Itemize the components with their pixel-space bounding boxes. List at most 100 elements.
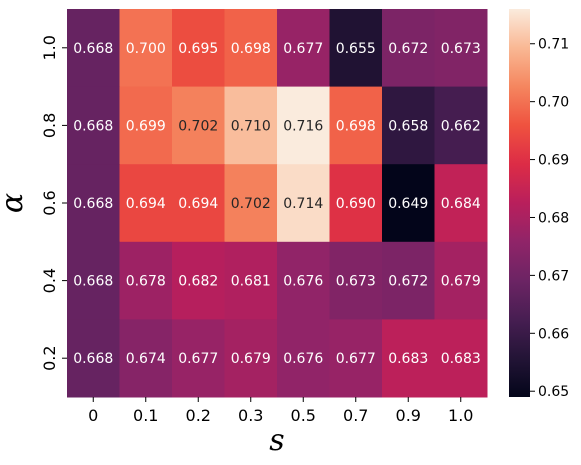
cell-value-label: 0.690	[336, 196, 376, 212]
heatmap-cell	[329, 86, 383, 165]
heatmap-cell	[382, 319, 435, 398]
cell-value-label: 0.695	[178, 41, 218, 57]
colorbar-tick-label: 0.66	[538, 326, 569, 342]
cell-value-label: 0.673	[336, 274, 376, 290]
cell-value-label: 0.668	[73, 196, 113, 212]
cell-value-label: 0.716	[283, 118, 323, 134]
heatmap-cells	[67, 9, 488, 398]
heatmap-cell	[277, 9, 330, 88]
heatmap-cell	[382, 241, 435, 320]
heatmap-cell	[329, 241, 383, 320]
colorbar	[509, 9, 530, 397]
heatmap-cell	[434, 9, 488, 88]
cell-value-label: 0.676	[283, 351, 323, 367]
heatmap-cell	[382, 86, 435, 165]
heatmap-cell	[382, 9, 435, 88]
heatmap-cell	[329, 319, 383, 398]
cell-value-label: 0.683	[441, 351, 481, 367]
cell-value-label: 0.662	[441, 118, 481, 134]
cell-value-label: 0.698	[336, 118, 376, 134]
heatmap-cell	[277, 241, 330, 320]
cell-value-label: 0.683	[388, 351, 428, 367]
heatmap-cell	[382, 164, 435, 243]
colorbar-tick-label: 0.68	[538, 210, 569, 226]
heatmap-cell	[277, 86, 330, 165]
heatmap-cell	[224, 9, 278, 88]
colorbar-tick-label: 0.71	[538, 37, 569, 53]
colorbar-ticks: 0.65 0.66 0.67 0.68 0.69 0.70 0.71	[530, 37, 569, 400]
cell-value-label: 0.714	[283, 196, 323, 212]
cell-value-label: 0.677	[336, 351, 376, 367]
heatmap-cell	[224, 164, 278, 243]
heatmap-cell	[329, 164, 383, 243]
y-tick-label: 0.2	[40, 345, 59, 370]
cell-value-label: 0.681	[231, 274, 271, 290]
cell-value-label: 0.679	[231, 351, 271, 367]
heatmap-cell	[172, 241, 225, 320]
cell-value-label: 0.672	[388, 41, 428, 57]
cell-value-label: 0.672	[388, 274, 428, 290]
y-tick-label: 0.6	[40, 190, 59, 215]
colorbar-tick-label: 0.70	[538, 95, 569, 111]
heatmap-cell	[119, 164, 173, 243]
x-tick-label: 1.0	[448, 406, 473, 425]
heatmap-cell	[172, 86, 225, 165]
heatmap-cell	[172, 319, 225, 398]
x-axis-ticks: 0 0.1 0.2 0.3 0.5 0.7 0.9 1.0	[88, 397, 473, 425]
cell-value-label: 0.699	[126, 118, 166, 134]
heatmap-cell	[67, 319, 120, 398]
cell-value-label: 0.694	[178, 196, 218, 212]
cell-value-label: 0.668	[73, 274, 113, 290]
y-tick-label: 1.0	[40, 35, 59, 60]
heatmap-cell	[224, 86, 278, 165]
cell-value-label: 0.677	[178, 351, 218, 367]
cell-value-label: 0.677	[283, 41, 323, 57]
cell-value-label: 0.702	[231, 196, 271, 212]
colorbar-tick-label: 0.65	[538, 384, 569, 400]
cell-value-label: 0.676	[283, 274, 323, 290]
cell-value-label: 0.668	[73, 41, 113, 57]
x-tick-label: 0.2	[186, 406, 211, 425]
heatmap-cell	[224, 319, 278, 398]
heatmap-cell	[172, 9, 225, 88]
colorbar-tick-label: 0.67	[538, 268, 569, 284]
heatmap-cell	[67, 164, 120, 243]
y-axis-ticks: 1.0 0.8 0.6 0.4 0.2	[40, 35, 67, 371]
cell-value-label: 0.702	[178, 118, 218, 134]
cell-value-label: 0.700	[126, 41, 166, 57]
cell-value-label: 0.694	[126, 196, 166, 212]
cell-value-label: 0.649	[388, 196, 428, 212]
cell-value-label: 0.674	[126, 351, 166, 367]
y-tick-label: 0.4	[40, 268, 59, 293]
cell-value-label: 0.658	[388, 118, 428, 134]
x-tick-label: 0.5	[291, 406, 316, 425]
heatmap-cell-labels: 0.668 0.700 0.695 0.698 0.677 0.655 0.672 0.673…	[73, 41, 481, 367]
x-tick-label: 0.3	[238, 406, 263, 425]
heatmap-cell	[67, 241, 120, 320]
heatmap-cell	[434, 241, 488, 320]
heatmap-cell	[172, 164, 225, 243]
heatmap-cell	[329, 9, 383, 88]
cell-value-label: 0.655	[336, 41, 376, 57]
cell-value-label: 0.668	[73, 351, 113, 367]
y-tick-label: 0.8	[40, 113, 59, 138]
heatmap-cell	[119, 241, 173, 320]
cell-value-label: 0.678	[126, 274, 166, 290]
heatmap-cell	[434, 164, 488, 243]
heatmap-cell	[119, 319, 173, 398]
cell-value-label: 0.684	[441, 196, 481, 212]
heatmap-cell	[434, 86, 488, 165]
heatmap-cell	[224, 241, 278, 320]
heatmap-cell	[277, 164, 330, 243]
cell-value-label: 0.682	[178, 274, 218, 290]
heatmap-cell	[434, 319, 488, 398]
x-tick-label: 0.7	[343, 406, 368, 425]
cell-value-label: 0.698	[231, 41, 271, 57]
heatmap-cell	[277, 319, 330, 398]
x-tick-label: 0	[88, 406, 98, 425]
heatmap-cell	[67, 86, 120, 165]
heatmap-cell	[119, 86, 173, 165]
x-axis-title: s	[269, 423, 284, 458]
y-axis-title: α	[0, 193, 30, 213]
